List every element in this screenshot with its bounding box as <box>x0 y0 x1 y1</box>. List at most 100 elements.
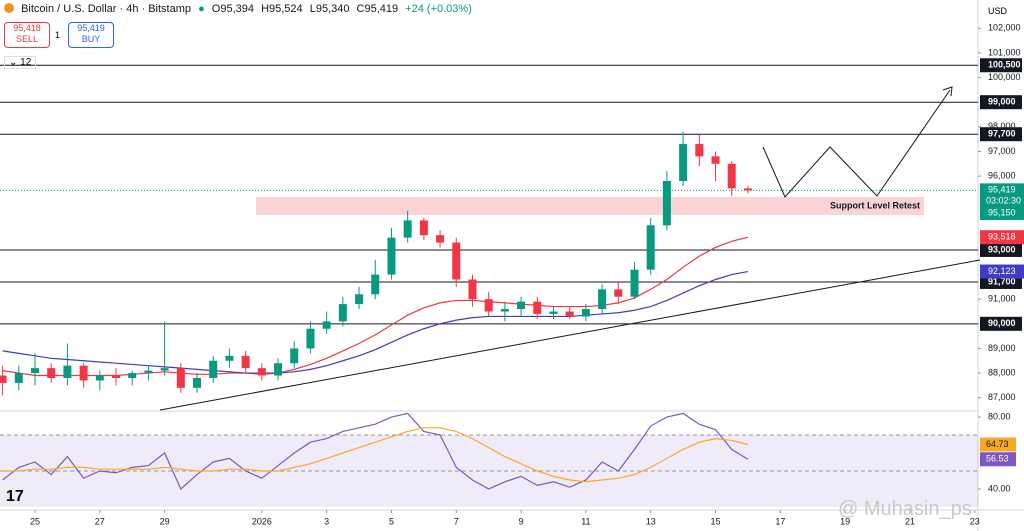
rsi-band <box>0 435 978 507</box>
level-label: 99,000 <box>988 97 1016 107</box>
candle-body <box>193 377 202 388</box>
candle-body <box>549 311 558 314</box>
rsi-tick-label: 40.00 <box>988 483 1011 493</box>
legend: Bitcoin / U.S. Dollar · 4h · Bitstamp ● … <box>4 3 476 15</box>
moving-average <box>2 270 749 374</box>
candle-body <box>144 370 153 374</box>
trend-line <box>159 259 981 411</box>
candle-body <box>419 220 428 236</box>
support-zone <box>256 196 924 215</box>
countdown: 03:02:30 <box>986 196 1021 206</box>
candle-body <box>646 225 655 270</box>
candle-body <box>614 289 623 297</box>
rsi-value-label: 64.73 <box>986 439 1009 449</box>
sell-button[interactable]: 95,418 SELL <box>4 22 50 48</box>
buy-button[interactable]: 95,419 BUY <box>68 22 114 48</box>
candle-body <box>743 188 752 191</box>
coin-icon <box>4 3 14 13</box>
rsi-line <box>2 427 749 483</box>
sell-price: 95,418 <box>13 23 41 33</box>
candle-body <box>322 321 331 329</box>
candle-body <box>355 294 364 305</box>
candle-body <box>500 309 509 312</box>
level-label: 91,700 <box>988 276 1016 286</box>
buy-price: 95,419 <box>77 23 105 33</box>
level-tag <box>980 242 1022 257</box>
currency: USD <box>988 6 1008 16</box>
candle-body <box>679 144 688 181</box>
x-tick-label: 25 <box>30 516 40 526</box>
candle-body <box>79 365 88 381</box>
rsi-tick-label: 80.00 <box>988 411 1011 421</box>
close: C95,419 <box>356 3 399 15</box>
x-tick-label: 15 <box>711 516 721 526</box>
level-label: 97,700 <box>988 129 1016 139</box>
arrow-head <box>942 86 953 97</box>
y-tick-label: 91,000 <box>988 294 1016 304</box>
candle-body <box>0 375 7 383</box>
x-tick-label: 29 <box>160 516 170 526</box>
candle-body <box>484 299 493 312</box>
candle-body <box>176 368 185 388</box>
high: H95,524 <box>261 3 303 15</box>
rsi-value-label: 56.53 <box>986 454 1009 464</box>
x-tick-label: 13 <box>646 516 656 526</box>
sell-label: SELL <box>15 34 39 44</box>
level-tag <box>980 127 1022 142</box>
candle-body <box>225 355 234 361</box>
candle-body <box>112 375 121 378</box>
candle-body <box>436 235 445 243</box>
candle-body <box>695 144 704 157</box>
candle-body <box>662 180 671 226</box>
dot: ● <box>198 3 205 15</box>
rsi-tag <box>980 437 1016 452</box>
candle-body <box>30 368 39 374</box>
candle-body <box>598 289 607 310</box>
level-tag <box>980 58 1022 73</box>
level-tag <box>980 316 1022 331</box>
buy-label: BUY <box>81 34 101 44</box>
candle-body <box>160 368 169 371</box>
x-tick-label: 27 <box>95 516 105 526</box>
candle-body <box>387 237 396 275</box>
zone-label: Support Level Retest <box>830 200 920 210</box>
candle-body <box>468 279 477 300</box>
level-label: 93,000 <box>988 244 1016 254</box>
open: O95,394 <box>211 3 254 15</box>
indicator-toggle[interactable]: ⌄ 12 <box>4 56 37 69</box>
last-price-label: 95,419 <box>988 185 1016 195</box>
candle-body <box>128 373 137 378</box>
candle-body <box>306 328 315 349</box>
y-tick-label: 98,000 <box>988 121 1016 131</box>
last-price-tag <box>980 183 1024 209</box>
candle-body <box>241 355 250 369</box>
candle-body <box>517 301 526 310</box>
zone-top-label: 95,150 <box>988 207 1016 217</box>
candle-body <box>565 311 574 317</box>
ma-label: 92,123 <box>988 266 1016 276</box>
candle-body <box>711 156 720 164</box>
rsi-tag <box>980 452 1016 467</box>
x-tick-label: 5 <box>389 516 394 526</box>
ma-label: 93,518 <box>988 232 1016 242</box>
candle-body <box>209 360 218 378</box>
ma-tag <box>980 230 1024 245</box>
logo: 17 <box>6 488 24 505</box>
watermark: @ Muhasin_ps <box>838 498 972 520</box>
projection-path <box>762 89 951 198</box>
candle-body <box>274 363 283 376</box>
y-tick-label: 100,000 <box>988 72 1021 82</box>
x-tick-label: 7 <box>454 516 459 526</box>
x-tick-label: 19 <box>840 516 850 526</box>
candle-body <box>452 242 461 280</box>
x-tick-label: 2026 <box>252 516 272 526</box>
candle-body <box>257 368 266 376</box>
x-tick-label: 9 <box>519 516 524 526</box>
candle-body <box>630 269 639 297</box>
y-tick-label: 87,000 <box>988 392 1016 402</box>
y-tick-label: 101,000 <box>988 47 1021 57</box>
low: L95,340 <box>309 3 350 15</box>
level-tag <box>980 95 1022 110</box>
